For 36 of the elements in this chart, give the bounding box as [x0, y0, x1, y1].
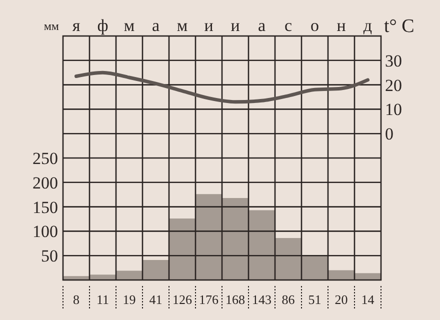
data-label: 19: [122, 292, 136, 307]
data-label: 126: [172, 292, 192, 307]
x-tick-label: ф: [97, 16, 108, 35]
x-tick-label: и: [230, 16, 240, 35]
x-tick-label: н: [336, 16, 346, 35]
y2-tick-label: 30: [385, 51, 402, 70]
y-tick-label: 200: [32, 173, 58, 192]
data-label: 11: [96, 292, 110, 307]
data-label: 51: [308, 292, 322, 307]
y-tick-label: 100: [32, 222, 58, 242]
data-label: 20: [334, 292, 348, 307]
data-label: 86: [282, 292, 296, 307]
x-tick-label: м: [124, 16, 135, 35]
data-label: 14: [361, 292, 375, 307]
y2-tick-label: 10: [385, 100, 402, 120]
data-label: 41: [149, 292, 162, 307]
x-tick-label: с: [284, 16, 292, 35]
data-label: 143: [252, 292, 272, 307]
y-tick-label: 250: [32, 149, 58, 168]
x-tick-label: о: [310, 16, 319, 35]
data-label: 8: [73, 292, 80, 307]
x-tick-label: м: [176, 16, 188, 35]
x-tick-label: а: [152, 16, 160, 35]
y2-tick-label: 20: [385, 76, 402, 95]
line-series: [74, 70, 370, 104]
data-label: 176: [199, 292, 219, 307]
x-tick-label: и: [204, 16, 214, 35]
data-label: 168: [226, 292, 245, 307]
y-tick-label: 150: [32, 198, 58, 217]
x-tick-label: я: [72, 16, 80, 35]
y-axis-title: мм: [44, 19, 60, 33]
x-tick-label: д: [363, 16, 372, 35]
y2-tick-label: 0: [385, 124, 394, 144]
y2-axis-title: t° C: [384, 16, 414, 37]
x-tick-label: а: [258, 16, 266, 35]
y-tick-label: 50: [41, 246, 58, 266]
